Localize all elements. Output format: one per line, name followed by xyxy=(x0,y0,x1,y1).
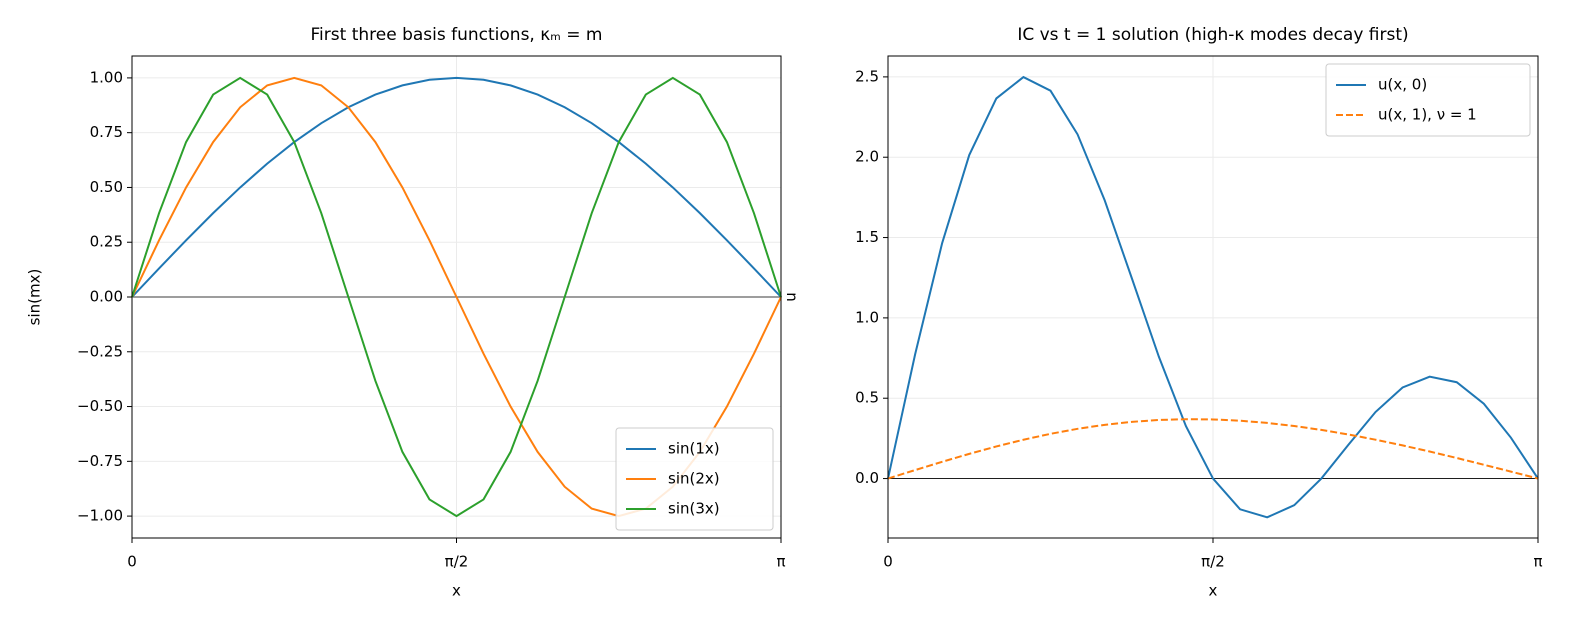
y-tick-label: 0.0 xyxy=(855,469,879,487)
x-tick-label: 0 xyxy=(127,553,137,571)
legend-label: sin(3x) xyxy=(668,500,720,518)
x-tick-label: π xyxy=(776,553,785,571)
x-tick-label: π/2 xyxy=(445,553,469,571)
y-tick-label: −0.50 xyxy=(77,397,123,415)
legend-box xyxy=(615,427,774,531)
chart-title: IC vs t = 1 solution (high-κ modes decay… xyxy=(1017,25,1408,45)
y-tick-label: −0.25 xyxy=(77,342,123,360)
axes-frame xyxy=(887,55,1539,539)
line-series xyxy=(131,76,782,518)
legend-label: sin(2x) xyxy=(668,470,720,488)
legend-label: sin(1x) xyxy=(668,440,720,458)
x-tick-label: 0 xyxy=(883,553,893,571)
y-tick-label: 0.75 xyxy=(90,123,123,141)
y-tick-label: 0.00 xyxy=(90,288,123,306)
y-tick-label: 2.0 xyxy=(855,148,879,166)
legend-box xyxy=(1325,63,1531,137)
chart-title: First three basis functions, κₘ = m xyxy=(311,25,603,45)
y-tick-label: −0.75 xyxy=(77,452,123,470)
y-tick-label: 0.50 xyxy=(90,178,123,196)
y-tick-label: 1.5 xyxy=(855,228,879,246)
line-series xyxy=(887,418,1539,480)
line-series xyxy=(887,75,1539,519)
x-axis-label: x xyxy=(452,582,461,600)
y-tick-label: −1.00 xyxy=(77,507,123,525)
axes-frame xyxy=(131,55,782,539)
y-tick-label: 1.00 xyxy=(90,68,123,86)
legend-label: u(x, 1), ν = 1 xyxy=(1378,106,1477,124)
y-tick-label: 2.5 xyxy=(855,67,879,85)
y-tick-label: 0.25 xyxy=(90,233,123,251)
y-axis-label: sin(mx) xyxy=(26,269,44,326)
x-tick-label: π/2 xyxy=(1201,553,1225,571)
line-series xyxy=(131,76,782,298)
y-tick-label: 1.0 xyxy=(855,308,879,326)
y-axis-label: u xyxy=(782,292,800,302)
x-tick-label: π xyxy=(1533,553,1542,571)
x-axis-label: x xyxy=(1209,582,1218,600)
legend-label: u(x, 0) xyxy=(1378,76,1427,94)
y-tick-label: 0.5 xyxy=(855,389,879,407)
